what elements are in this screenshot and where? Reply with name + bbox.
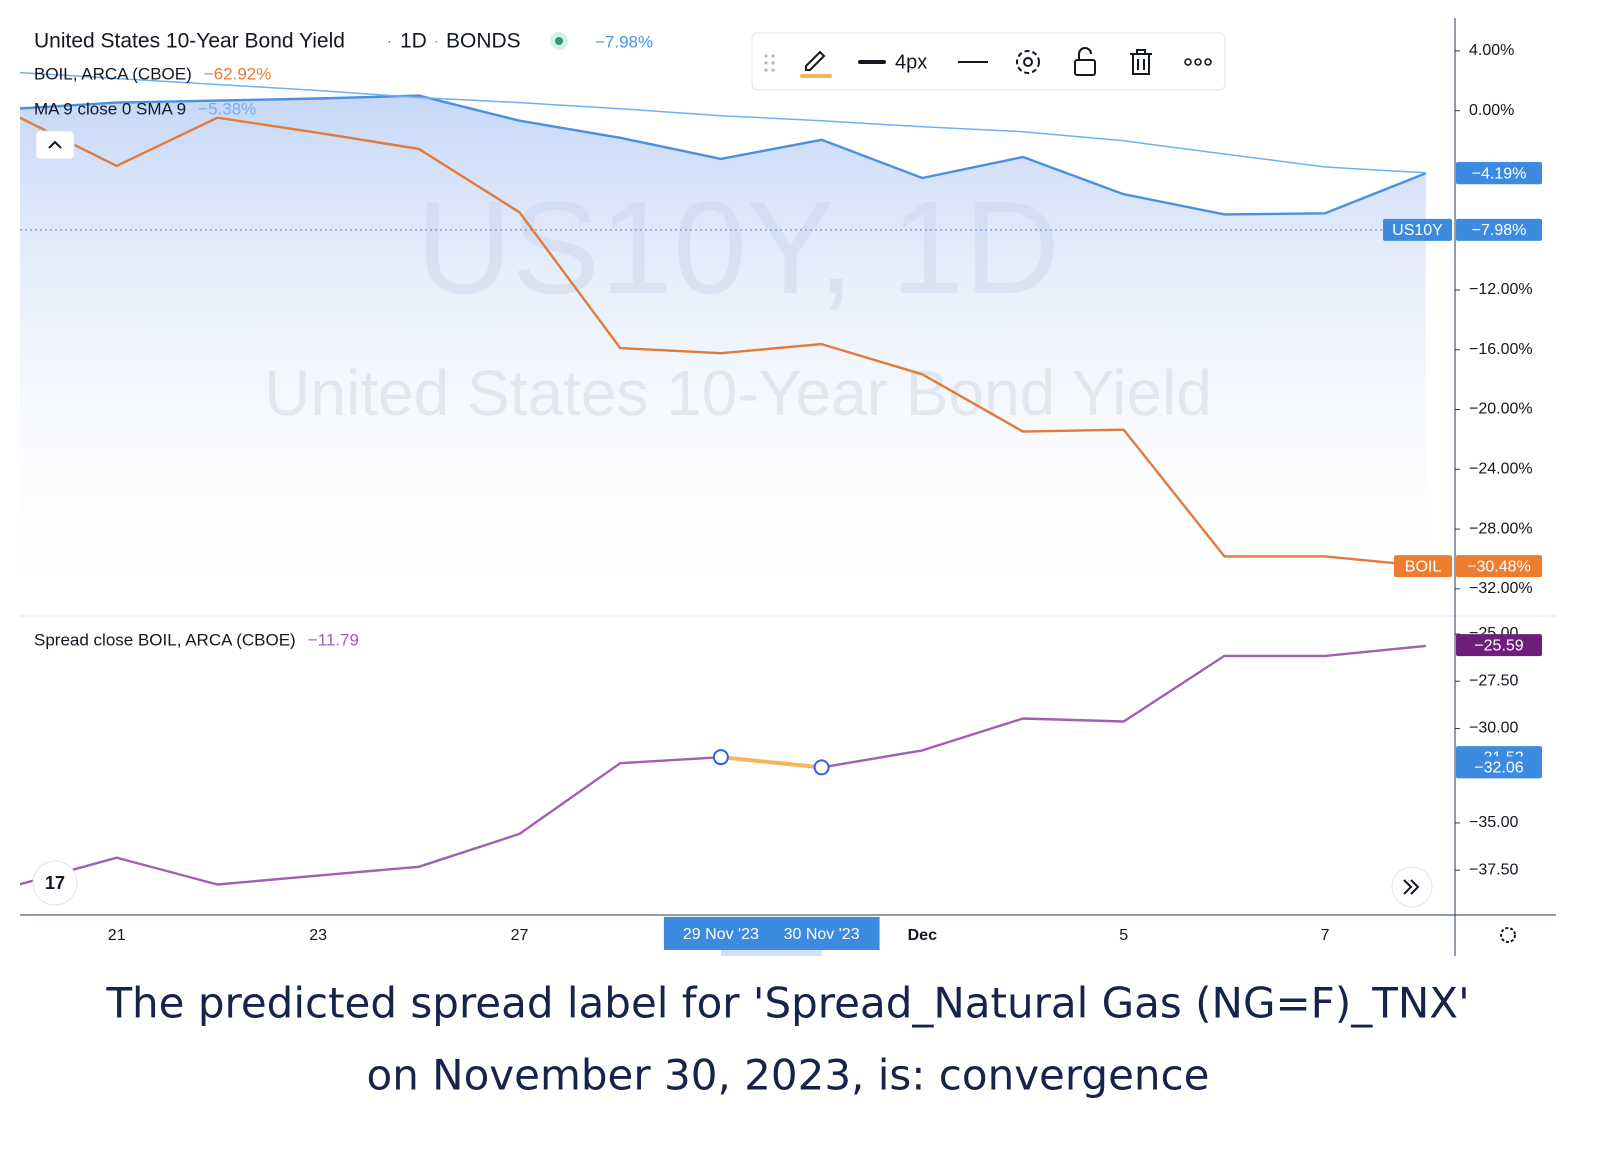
series-line	[20, 71, 1426, 174]
marks: 4.00% 0.00% −12.00% −16.00% −20.00% −24.00% −2…	[20, 42, 1542, 956]
legend-value: −5.38%	[198, 99, 256, 118]
drag-handle	[764, 54, 775, 72]
price-tag-box	[1383, 218, 1452, 241]
y-tick-label: −27.50	[1469, 672, 1518, 689]
caption-line: on November 30, 2023, is: convergence	[367, 1051, 1210, 1100]
y-tick-label: −32.00%	[1469, 580, 1533, 597]
y-tick-label: 0.00%	[1469, 102, 1514, 119]
legend-name: MA 9 close 0 SMA 9	[34, 99, 186, 118]
settings-gear[interactable]	[1500, 927, 1516, 943]
y-tick-label: −30.00	[1469, 720, 1518, 737]
more-icon[interactable]	[1184, 58, 1212, 66]
price-label-box	[1456, 756, 1542, 779]
legend-value: −11.79	[308, 630, 359, 649]
y-tick-label: −37.50	[1469, 861, 1518, 878]
x-tick-label: 7	[1321, 927, 1330, 944]
y-tick-label: −20.00%	[1469, 401, 1533, 418]
crosshair-label: 30 Nov '23	[784, 926, 860, 943]
price-label: −7.98%	[1472, 222, 1527, 239]
crosshair-range	[720, 950, 822, 956]
pencil-icon[interactable]	[805, 50, 826, 71]
price-label: −25.59	[1474, 637, 1523, 654]
y-tick-label: −24.00%	[1469, 461, 1533, 478]
x-tick-label: 23	[309, 927, 327, 944]
x-tick-label: 5	[1119, 927, 1128, 944]
settings-icon[interactable]	[1016, 50, 1040, 74]
series-line	[20, 116, 1426, 568]
tv-logo-mark: 17	[45, 873, 65, 893]
caption-line: The predicted spread label for 'Spread_N…	[105, 979, 1469, 1028]
price-label: −4.19%	[1472, 165, 1527, 182]
legend-value: −62.92%	[204, 64, 272, 83]
price-tag: BOIL	[1405, 558, 1442, 575]
trend-handle[interactable]	[712, 749, 729, 766]
x-tick-label: 27	[511, 927, 529, 944]
scroll-icon	[1403, 879, 1420, 895]
price-label-box	[1456, 162, 1542, 185]
legend-change: −7.98%	[595, 32, 653, 51]
crosshair-label: 29 Nov '23	[683, 926, 759, 943]
price-label: −30.48%	[1467, 558, 1531, 575]
trend-line	[720, 755, 822, 770]
legend-name: Spread close BOIL, ARCA (CBOE)	[34, 630, 296, 649]
tv-logo[interactable]	[32, 860, 78, 906]
market-status-dot	[555, 37, 563, 45]
delete-icon[interactable]	[1130, 49, 1152, 75]
trend-handle[interactable]	[813, 759, 830, 776]
price-label-box	[1456, 555, 1542, 578]
color-swatch	[800, 74, 832, 78]
series-area	[20, 95, 1426, 615]
plot	[20, 71, 1455, 615]
series-line	[20, 94, 1427, 216]
y-tick-label: −28.00%	[1469, 520, 1533, 537]
separator: ·	[387, 33, 392, 49]
toolbar-box	[751, 32, 1226, 91]
crosshair-label-box	[663, 917, 880, 950]
price-label-box	[1456, 634, 1542, 657]
price-label: −32.06	[1474, 760, 1523, 777]
settings-icon-core	[1023, 57, 1033, 67]
drawing-toolbar: 4px	[751, 32, 1226, 91]
price-tag-box	[1394, 555, 1452, 578]
separator: ·	[434, 33, 439, 49]
y-tick-label: −16.00%	[1469, 341, 1533, 358]
legend-exchange: BONDS	[446, 30, 521, 53]
lock-icon[interactable]	[1074, 59, 1096, 76]
collapse-icon	[48, 140, 62, 149]
y-tick-label: 4.00%	[1469, 42, 1514, 59]
y-tick-label: −12.00%	[1469, 281, 1533, 298]
collapse-button[interactable]	[35, 130, 75, 160]
y-tick-label: −35.00	[1469, 814, 1518, 831]
legend-interval: 1D	[400, 30, 427, 53]
price-label-box	[1456, 218, 1542, 241]
x-tick-label: Dec	[908, 927, 937, 944]
x-tick-label: 21	[108, 927, 126, 944]
lock-shackle	[1078, 47, 1092, 60]
line-width[interactable]: 4px	[895, 51, 927, 73]
legend-name: BOIL, ARCA (CBOE)	[34, 64, 192, 83]
price-tag: US10Y	[1392, 222, 1443, 239]
legend-title: United States 10-Year Bond Yield	[34, 30, 345, 53]
